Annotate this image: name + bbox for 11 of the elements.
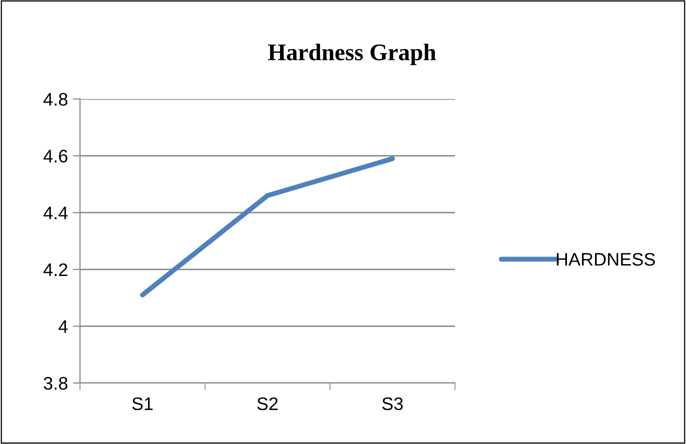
x-tick-label: S1 [132,397,153,410]
x-tick-label: S2 [257,397,278,410]
y-tick-label: 4.2 [44,263,68,276]
y-tick-label: 4.4 [44,206,68,220]
y-tick-label: 4.6 [44,150,68,163]
y-tick-label: 4.8 [44,92,68,106]
chart-title: Hardness Graph [268,44,436,66]
x-tick-label: S3 [382,397,403,410]
legend-label: HARDNESS [556,252,655,266]
y-tick-label: 3.8 [44,376,68,390]
y-tick-label: 4 [58,320,68,333]
